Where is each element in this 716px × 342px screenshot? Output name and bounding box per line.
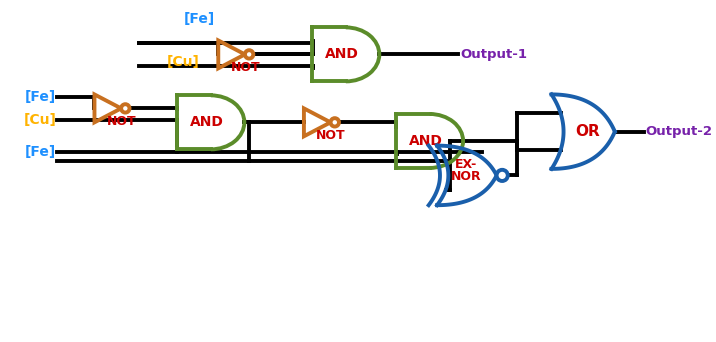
Text: OR: OR (576, 124, 600, 139)
Text: NOT: NOT (231, 61, 260, 74)
Circle shape (121, 104, 130, 113)
Circle shape (245, 50, 253, 58)
Text: AND: AND (409, 134, 442, 148)
Text: [Fe]: [Fe] (25, 90, 56, 104)
Text: [Fe]: [Fe] (25, 145, 56, 159)
Text: Output-2: Output-2 (646, 125, 712, 138)
Text: [Fe]: [Fe] (184, 12, 216, 26)
Text: NOR: NOR (450, 170, 481, 183)
Text: [Cu]: [Cu] (24, 113, 57, 127)
Text: Output-1: Output-1 (460, 48, 527, 61)
Text: [Cu]: [Cu] (166, 55, 199, 69)
Text: NOT: NOT (316, 129, 346, 142)
Text: NOT: NOT (107, 115, 136, 128)
Circle shape (331, 118, 339, 127)
Text: AND: AND (325, 48, 359, 62)
Circle shape (497, 170, 508, 181)
Text: AND: AND (190, 115, 224, 129)
Text: EX-: EX- (455, 158, 477, 171)
